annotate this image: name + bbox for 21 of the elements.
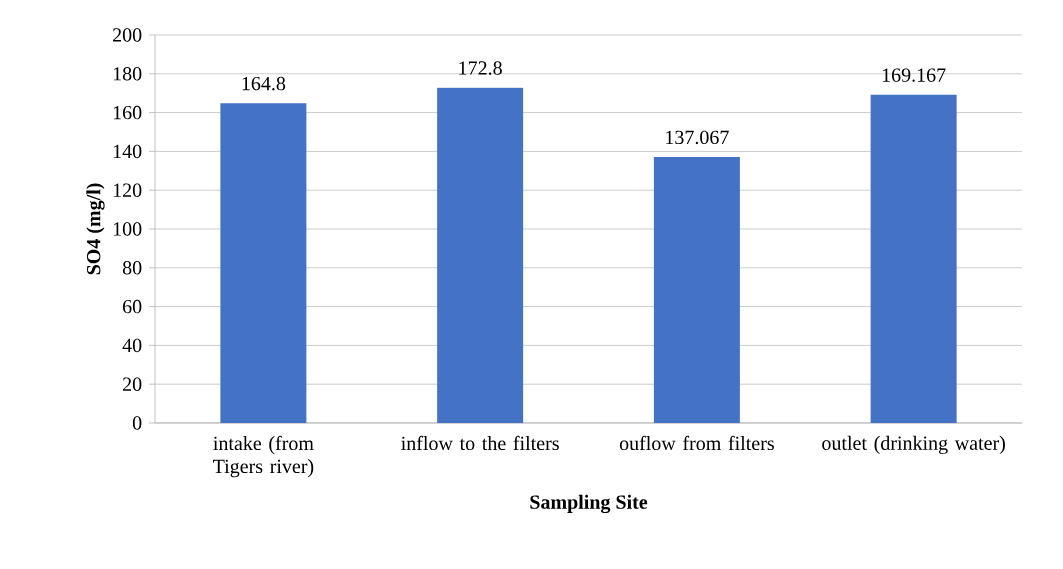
y-tick-label: 0 [132,416,142,430]
data-label: 137.067 [666,130,729,145]
y-tick-label: 100 [113,222,142,236]
x-axis-title: Sampling Site [530,494,648,514]
y-tick-label: 20 [123,377,142,391]
data-label: 164.8 [242,76,286,91]
y-tick-label: 80 [122,261,142,275]
data-label: 172.8 [459,61,502,75]
y-tick-label: 180 [113,67,142,81]
x-tick-label: intake (from Tigers river) [213,435,314,478]
y-axis-title: SO4 (mg/l) [86,183,105,275]
y-tick-label: 40 [122,338,142,353]
y-tick-label: 120 [113,183,142,197]
x-tick-label: outlet (drinking water) [822,435,1005,455]
y-tick-label: 160 [113,105,142,120]
y-tick-label: 200 [113,28,142,42]
y-tick-label: 140 [113,144,142,159]
x-tick-label: ouflow from filters [619,435,774,451]
y-tick-label: 60 [123,299,142,314]
x-tick-label: inflow to the filters [401,435,559,451]
data-label: 169.167 [882,68,946,82]
